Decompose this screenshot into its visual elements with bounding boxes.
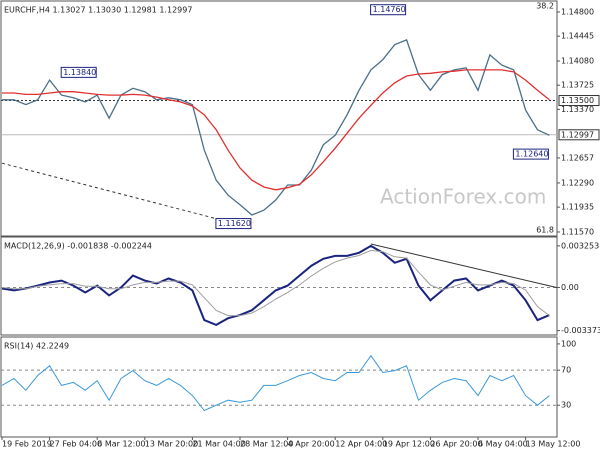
x-tick-label: 26 Apr 20:00 <box>430 440 482 449</box>
series-line <box>2 69 550 191</box>
watermark: ActionForex.com <box>380 185 546 209</box>
x-tick-label: 6 Mar 12:00 <box>97 440 145 449</box>
x-tick-label: 19 Feb 2019 <box>2 440 52 449</box>
annotation-label: 1.14760 <box>373 5 406 14</box>
y-tick-label: 1.14445 <box>561 32 594 41</box>
x-tick-label: 6 May 04:00 <box>478 440 528 449</box>
y-tick-label: 1.12290 <box>561 178 594 187</box>
annotation-box <box>512 148 549 160</box>
annotation-box <box>215 218 252 230</box>
y-tick-label: 70 <box>561 366 571 375</box>
series-line <box>2 39 550 216</box>
series-line <box>1 354 550 412</box>
price-panel <box>0 0 558 237</box>
trendline <box>1 162 253 229</box>
y-tick-label: 1.13370 <box>561 105 594 114</box>
x-tick-label: 19 Apr 12:00 <box>383 440 435 449</box>
y-tick-label: -0.003373 <box>561 326 600 335</box>
series-line <box>1 249 550 317</box>
y-tick-label: 100 <box>561 339 576 348</box>
annotation-label: 1.11620 <box>218 219 251 228</box>
panel-title: MACD(12,26,9) -0.001838 -0.002244 <box>4 242 152 251</box>
y-tick-label: 0.00 <box>561 283 579 292</box>
y-tick-label: 0.003253 <box>561 241 599 250</box>
price-box <box>558 95 600 107</box>
price-label: 1.13500 <box>561 96 594 105</box>
fib-label: 38.2 <box>536 2 554 11</box>
x-tick-label: 27 Feb 04:00 <box>50 440 102 449</box>
fib-label: 61.8 <box>536 226 554 235</box>
annotation-box <box>370 4 407 16</box>
x-tick-label: 12 Apr 04:00 <box>335 440 387 449</box>
x-tick-label: 4 Apr 20:00 <box>288 440 335 449</box>
y-tick-label: 30 <box>561 401 571 410</box>
x-tick-label: 13 Mar 20:00 <box>145 440 198 449</box>
annotation-label: 1.12640 <box>515 150 548 159</box>
series-line <box>1 244 550 327</box>
trendline <box>370 243 557 288</box>
y-tick-label: 1.11935 <box>561 203 594 212</box>
annotation-label: 1.13840 <box>63 68 96 77</box>
price-label: 1.12997 <box>561 130 594 139</box>
x-tick-label: 21 Mar 04:00 <box>192 440 245 449</box>
price-box <box>558 129 600 141</box>
y-tick-label: 1.11570 <box>561 227 594 236</box>
y-tick-label: 1.13725 <box>561 81 594 90</box>
macd-panel <box>0 236 558 336</box>
panel-title: RSI(14) 42.2249 <box>4 342 69 351</box>
x-tick-label: 28 Mar 12:00 <box>240 440 293 449</box>
y-tick-label: 1.14080 <box>561 57 594 66</box>
x-tick-label: 13 May 12:00 <box>526 440 581 449</box>
panel-title: EURCHF,H4 1.13027 1.13030 1.12981 1.1299… <box>4 6 192 15</box>
y-tick-label: 1.12657 <box>561 153 594 162</box>
rsi-panel <box>0 336 558 438</box>
y-tick-label: 1.14800 <box>561 7 594 16</box>
annotation-box <box>60 66 97 78</box>
